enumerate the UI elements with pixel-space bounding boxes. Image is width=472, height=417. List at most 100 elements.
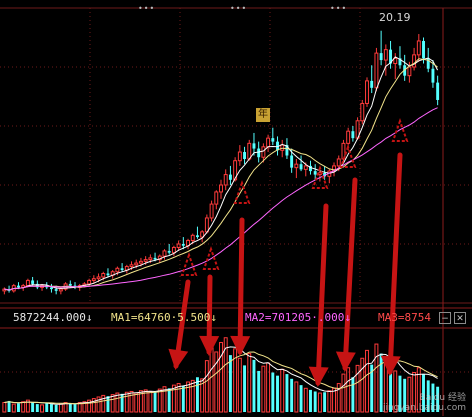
candle-body bbox=[219, 184, 223, 193]
candle-body bbox=[54, 289, 58, 291]
candle-body bbox=[299, 164, 303, 170]
candle-body bbox=[379, 53, 383, 61]
volume-bar bbox=[87, 399, 92, 413]
year-badge[interactable]: 年 bbox=[256, 108, 270, 122]
volume-bar bbox=[317, 392, 322, 413]
volume-bar bbox=[426, 380, 430, 412]
volume-bar bbox=[243, 365, 247, 412]
volume-bar bbox=[209, 346, 214, 413]
candle-body bbox=[346, 130, 351, 144]
candle-body bbox=[313, 171, 317, 175]
candle-body bbox=[294, 163, 299, 169]
volume-bar bbox=[58, 403, 63, 413]
volume-bar bbox=[403, 378, 407, 412]
volume-bar bbox=[25, 399, 30, 413]
ma3-value: MA3=8754 bbox=[378, 311, 431, 324]
annotation-arrow-head bbox=[199, 335, 220, 356]
candle-body bbox=[195, 235, 199, 238]
candle-body bbox=[252, 143, 256, 149]
volume-bar bbox=[134, 392, 139, 413]
candle-body bbox=[285, 145, 289, 156]
price-ma10-line bbox=[4, 58, 438, 291]
volume-bar bbox=[148, 390, 153, 413]
candle-body bbox=[271, 138, 275, 142]
candle-body bbox=[416, 40, 421, 56]
signal-triangle-marker bbox=[180, 251, 198, 276]
candle-body bbox=[233, 160, 238, 181]
volume-bar bbox=[106, 396, 110, 412]
candle-body bbox=[247, 142, 252, 160]
volume-bar bbox=[237, 357, 242, 413]
volume-bar bbox=[374, 343, 379, 413]
volume-bar bbox=[389, 366, 393, 412]
candle-body bbox=[115, 267, 120, 273]
candle-body bbox=[101, 273, 106, 278]
volume-bar bbox=[290, 378, 294, 412]
candle-body bbox=[31, 280, 35, 284]
volume-bar bbox=[63, 402, 68, 413]
signal-triangle-marker bbox=[233, 179, 251, 204]
volume-bar bbox=[323, 392, 327, 412]
candle-body bbox=[106, 273, 110, 276]
candle-body bbox=[58, 288, 63, 292]
volume-bar bbox=[303, 387, 308, 413]
volume-bar bbox=[73, 404, 77, 412]
volume-bar bbox=[422, 374, 425, 412]
volume-bar bbox=[120, 393, 124, 412]
ma1-value: MA1=64760·5.500↓ bbox=[111, 311, 217, 324]
annotation-arrow-shaft bbox=[387, 152, 403, 375]
high-price-label: 20.19 bbox=[379, 11, 411, 24]
volume-bar bbox=[336, 383, 341, 413]
volume-bar bbox=[266, 362, 271, 413]
volume-bar bbox=[398, 375, 402, 412]
signal-triangle-marker bbox=[311, 164, 329, 189]
volume-bar bbox=[167, 388, 171, 412]
volume-bar bbox=[252, 359, 256, 412]
candle-body bbox=[49, 287, 53, 290]
candle-body bbox=[138, 260, 143, 264]
candle-body bbox=[96, 276, 101, 280]
price-ma5-line bbox=[4, 56, 439, 291]
candle-body bbox=[351, 131, 355, 139]
volume-bar bbox=[11, 403, 16, 413]
candle-body bbox=[365, 80, 369, 104]
candle-body bbox=[370, 80, 374, 88]
volume-bar bbox=[299, 385, 303, 412]
annotation-arrow-shaft bbox=[342, 177, 358, 371]
candle-body bbox=[243, 152, 247, 159]
close-panel-button[interactable]: ✕ bbox=[454, 312, 466, 324]
candle-body bbox=[426, 58, 430, 69]
volume-bar bbox=[153, 392, 157, 412]
zoom-out-button[interactable]: − bbox=[439, 312, 451, 324]
candle-body bbox=[204, 217, 209, 233]
volume-bar bbox=[31, 402, 35, 412]
volume-bar bbox=[416, 367, 421, 413]
candle-body bbox=[190, 234, 195, 242]
volume-value: 5872244.000↓ bbox=[13, 311, 93, 324]
annotation-arrow-head bbox=[380, 355, 401, 376]
candle-body bbox=[290, 155, 294, 168]
volume-bar bbox=[436, 386, 440, 412]
candle-body bbox=[171, 246, 176, 254]
volume-bar bbox=[341, 373, 346, 413]
candle-body bbox=[261, 146, 266, 158]
candle-body bbox=[91, 278, 96, 281]
volume-bar bbox=[261, 365, 266, 413]
candle-body bbox=[209, 203, 214, 219]
candle-body bbox=[257, 148, 261, 158]
top-dots-2: ••• bbox=[230, 4, 248, 13]
volume-bar bbox=[257, 370, 261, 412]
signal-triangle-marker bbox=[339, 143, 357, 168]
volume-ma2-line bbox=[4, 351, 438, 405]
volume-bar bbox=[115, 392, 120, 413]
signal-triangle-marker bbox=[202, 245, 220, 270]
volume-bar bbox=[214, 351, 219, 413]
candle-body bbox=[389, 49, 393, 64]
volume-bar bbox=[412, 372, 417, 413]
candle-body bbox=[200, 231, 205, 238]
volume-bar bbox=[162, 386, 167, 413]
candle-body bbox=[35, 283, 39, 288]
annotation-arrow-shaft bbox=[315, 203, 329, 386]
candle-body bbox=[223, 174, 228, 186]
